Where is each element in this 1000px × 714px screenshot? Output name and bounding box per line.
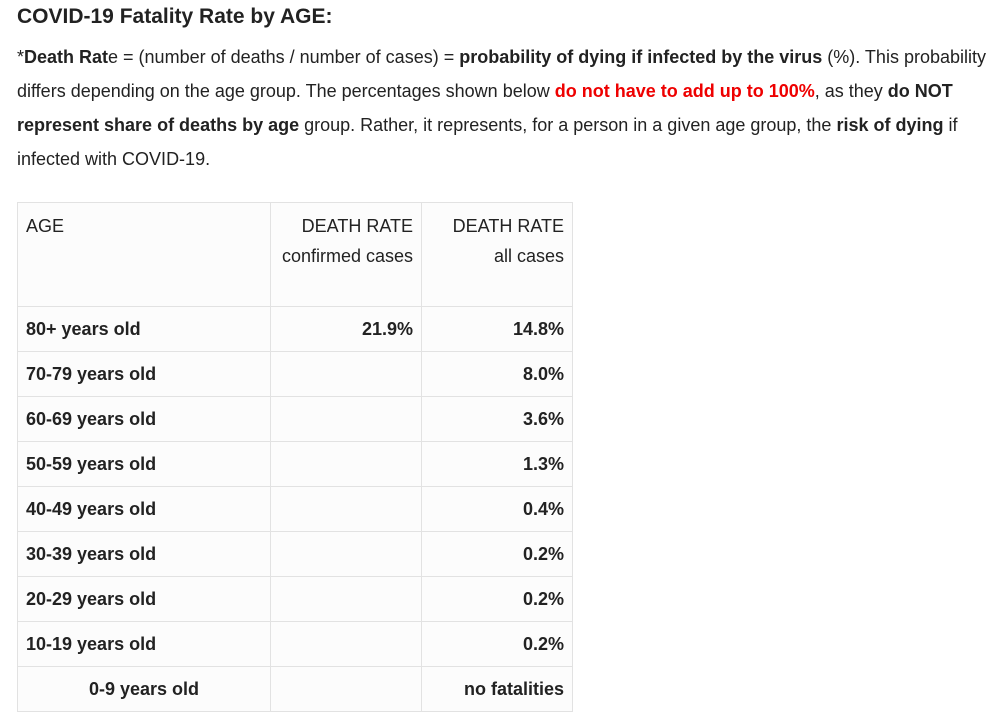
table-cell: 40-49 years old: [17, 486, 271, 532]
intro: *Death Rate = (number of deaths / number…: [17, 40, 997, 176]
table-cell: 21.9%: [270, 306, 422, 352]
table-cell: 3.6%: [421, 396, 573, 442]
table-cell: 1.3%: [421, 441, 573, 487]
intro-text: e = (number of deaths / number of cases)…: [108, 47, 460, 67]
table-row: 10-19 years old 0.2%: [17, 621, 573, 667]
table-row: 60-69 years old 3.6%: [17, 396, 573, 442]
header-cell: AGE: [17, 202, 271, 307]
table-cell: [270, 396, 422, 442]
table-cell: 30-39 years old: [17, 531, 271, 577]
table-cell: 0-9 years old: [17, 666, 271, 712]
header-cell: DEATH RATE confirmed cases: [270, 202, 422, 307]
intro-highlight: do not have to add up to 100%: [554, 81, 815, 101]
intro-bold: risk of dying: [836, 115, 944, 135]
table-cell: 60-69 years old: [17, 396, 271, 442]
table-cell: 50-59 years old: [17, 441, 271, 487]
intro-text: *: [17, 47, 25, 67]
table-row: 0-9 years old no fatalities: [17, 666, 573, 712]
table-cell: 0.4%: [421, 486, 573, 532]
table-cell: [270, 486, 422, 532]
table-cell: [270, 351, 422, 397]
table-row: 80+ years old 21.9% 14.8%: [17, 306, 573, 352]
intro-text: , as they: [814, 81, 888, 101]
table-cell: [270, 666, 422, 712]
table-cell: 0.2%: [421, 531, 573, 577]
table-cell: no fatalities: [421, 666, 573, 712]
intro-bold: probability of dying if infected by the …: [459, 47, 823, 67]
table-cell: 80+ years old: [17, 306, 271, 352]
intro-text: (%). This probability differs depending …: [17, 47, 986, 101]
table-cell: 10-19 years old: [17, 621, 271, 667]
intro-text: if infected with COVID-19.: [17, 115, 958, 169]
table-cell: 14.8%: [421, 306, 573, 352]
fatality-table: AGE DEATH RATE confirmed cases DEATH RATE …: [17, 202, 573, 712]
table-cell: 0.2%: [421, 576, 573, 622]
table-cell: 8.0%: [421, 351, 573, 397]
table-row: 20-29 years old 0.2%: [17, 576, 573, 622]
intro-text: group. Rather, it represents, for a pers…: [299, 115, 837, 135]
header-row: AGE DEATH RATE confirmed cases DEATH RATE …: [17, 202, 573, 307]
table-row: 50-59 years old 1.3%: [17, 441, 573, 487]
table-cell: 0.2%: [421, 621, 573, 667]
table-cell: [270, 441, 422, 487]
header-cell: DEATH RATE all cases: [421, 202, 573, 307]
table-row: 40-49 years old 0.4%: [17, 486, 573, 532]
title: COVID-19 Fatality Rate by AGE:: [17, 5, 333, 28]
intro-bold: Death Rat: [24, 47, 109, 67]
intro-bold: do NOT represent share of deaths by age: [17, 81, 953, 135]
table-row: 30-39 years old 0.2%: [17, 531, 573, 577]
table-cell: 70-79 years old: [17, 351, 271, 397]
table-row: 70-79 years old 8.0%: [17, 351, 573, 397]
table-cell: [270, 531, 422, 577]
table-cell: [270, 621, 422, 667]
table-cell: [270, 576, 422, 622]
table-cell: 20-29 years old: [17, 576, 271, 622]
